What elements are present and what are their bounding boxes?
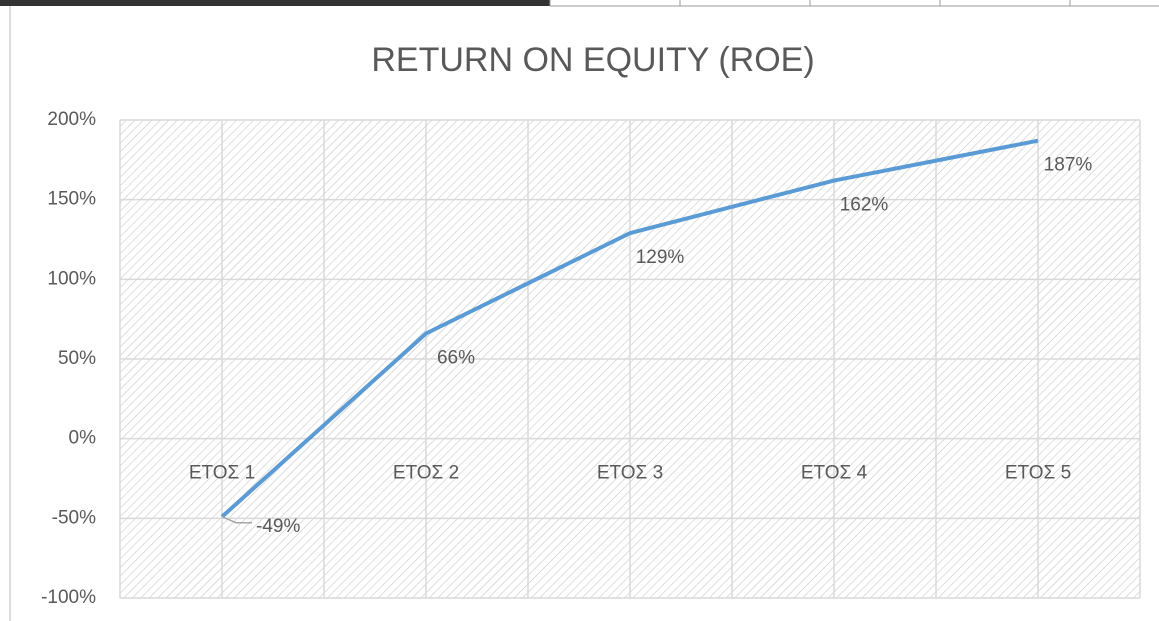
- x-tick-label: ΕΤΟΣ 5: [1005, 463, 1071, 484]
- line-series: [220, 138, 1039, 519]
- x-tick-label: ΕΤΟΣ 3: [597, 463, 663, 484]
- data-label: 162%: [840, 195, 889, 216]
- y-tick-label: 0%: [69, 428, 97, 449]
- data-label: 66%: [437, 348, 475, 369]
- y-tick-label: 100%: [47, 268, 96, 289]
- x-tick-label: ΕΤΟΣ 2: [393, 463, 459, 484]
- data-label: -49%: [256, 516, 300, 537]
- y-tick-label: 150%: [47, 189, 96, 210]
- x-tick-label: ΕΤΟΣ 1: [189, 463, 255, 484]
- chart-title: RETURN ON EQUITY (ROE): [371, 41, 814, 79]
- y-tick-label: -100%: [41, 587, 96, 608]
- data-label: 187%: [1044, 155, 1093, 176]
- y-tick-label: 50%: [58, 348, 96, 369]
- leader-line: [221, 516, 252, 524]
- y-tick-label: 200%: [47, 109, 96, 130]
- y-tick-label: -50%: [52, 507, 96, 528]
- x-tick-label: ΕΤΟΣ 4: [801, 463, 868, 484]
- data-label: 129%: [636, 247, 685, 268]
